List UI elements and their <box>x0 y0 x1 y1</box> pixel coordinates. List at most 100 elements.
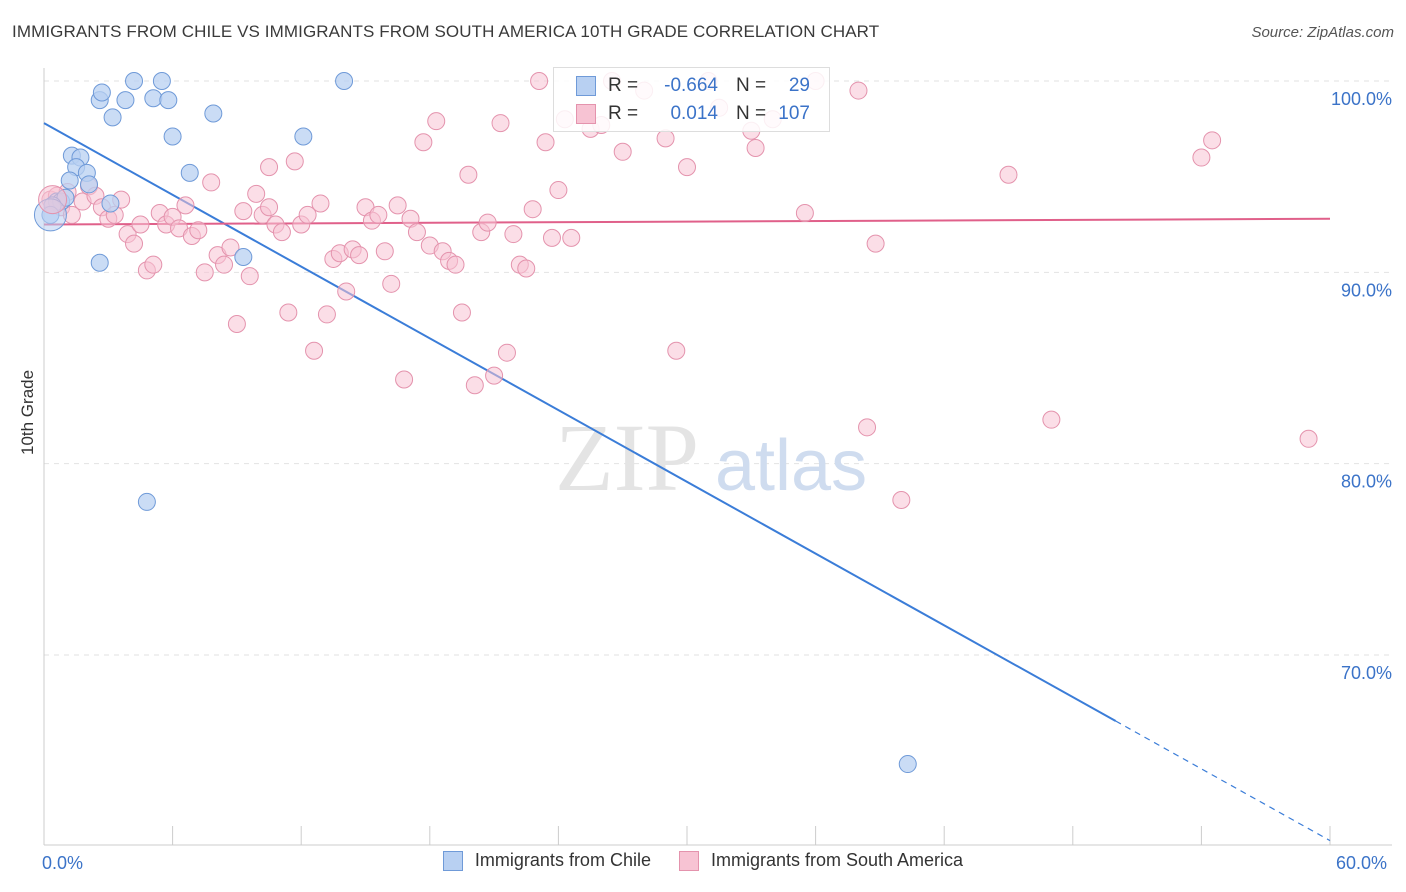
trend-line-0 <box>43 122 1117 722</box>
trend-lines <box>43 122 1331 842</box>
point-south-america <box>999 165 1018 184</box>
legend-swatch-south-america <box>576 104 596 124</box>
point-south-america <box>234 202 253 221</box>
legend-n-label: N = <box>736 103 767 124</box>
legend-r-value-south-america: 0.014 <box>670 103 718 124</box>
point-south-america <box>221 238 240 257</box>
point-south-america <box>195 263 214 282</box>
point-chile <box>294 127 313 146</box>
point-south-america <box>176 196 195 215</box>
data-points <box>33 72 1318 774</box>
point-chile <box>80 175 99 194</box>
point-chile <box>101 194 120 213</box>
point-south-america <box>892 491 911 510</box>
point-south-america <box>202 173 221 192</box>
trend-line-dashed-0 <box>1115 720 1331 842</box>
legend-row-chile: R = -0.664 N = 29 <box>576 74 810 98</box>
point-south-america <box>1192 148 1211 167</box>
point-south-america <box>542 228 561 247</box>
point-south-america <box>240 267 259 286</box>
point-south-america <box>1203 131 1222 150</box>
point-south-america <box>285 152 304 171</box>
stats-legend: R = -0.664 N = 29 R = 0.014 N = 107 <box>553 67 830 132</box>
x-axis-max-label: 60.0% <box>1336 853 1388 873</box>
point-chile <box>90 253 109 272</box>
point-chile <box>152 72 171 90</box>
x-axis-min-label: 0.0% <box>42 853 84 873</box>
point-south-america <box>504 225 523 244</box>
point-chile <box>60 171 79 190</box>
y-tick-label: 80.0% <box>1341 472 1392 492</box>
point-south-america <box>337 282 356 301</box>
point-south-america <box>866 234 885 253</box>
series-legend: Immigrants from Chile Immigrants from So… <box>0 850 1406 871</box>
point-south-america <box>388 196 407 215</box>
series-swatch-chile <box>442 850 463 871</box>
point-south-america <box>350 246 369 265</box>
legend-swatch-chile <box>576 76 596 96</box>
point-south-america <box>369 205 388 224</box>
trend-line-1 <box>43 217 1331 226</box>
point-south-america <box>446 255 465 274</box>
point-south-america <box>414 133 433 152</box>
point-chile <box>335 72 354 90</box>
point-chile <box>204 104 223 123</box>
point-south-america <box>260 158 279 177</box>
point-south-america <box>678 158 696 177</box>
point-south-america <box>858 418 877 437</box>
point-south-america <box>311 194 330 213</box>
point-chile <box>163 127 182 146</box>
series-label-chile: Immigrants from Chile <box>474 850 651 870</box>
y-tick-labels: 100.0% 90.0% 80.0% 70.0% <box>1331 89 1392 683</box>
point-south-america <box>305 341 324 360</box>
watermark-atlas: atlas <box>715 426 867 506</box>
series-label-south-america: Immigrants from South America <box>710 850 964 870</box>
point-south-america <box>465 376 484 395</box>
point-south-america <box>478 213 497 232</box>
point-south-america <box>215 255 234 274</box>
point-south-america <box>656 129 675 148</box>
chart-source: Source: ZipAtlas.com <box>1251 24 1394 41</box>
point-south-america <box>613 142 632 161</box>
point-south-america-cluster <box>38 185 68 215</box>
y-tick-label: 70.0% <box>1341 663 1392 683</box>
point-south-america <box>549 181 568 200</box>
point-chile <box>898 755 917 774</box>
point-south-america <box>227 314 246 333</box>
point-south-america <box>260 198 279 217</box>
series-legend-chile[interactable]: Immigrants from Chile <box>442 850 651 871</box>
point-chile <box>159 91 178 110</box>
point-chile <box>137 492 156 511</box>
grid-lines <box>44 80 1392 656</box>
point-south-america <box>536 133 555 152</box>
point-south-america <box>746 138 765 157</box>
point-south-america <box>667 341 686 360</box>
point-south-america <box>485 366 504 385</box>
series-swatch-south-america <box>678 850 699 871</box>
point-chile <box>125 72 144 90</box>
point-chile <box>103 108 122 127</box>
point-south-america <box>298 205 317 224</box>
point-south-america <box>452 303 471 322</box>
point-south-america <box>317 305 336 324</box>
series-legend-south-america[interactable]: Immigrants from South America <box>678 850 964 871</box>
point-south-america <box>562 228 581 247</box>
y-axis-label: 10th Grade <box>18 369 37 455</box>
legend-r-label: R = <box>608 75 639 96</box>
point-south-america <box>144 255 163 274</box>
point-south-america <box>491 114 510 133</box>
legend-n-value-south-america: 107 <box>778 103 810 124</box>
point-south-america <box>125 234 144 253</box>
point-south-america <box>517 259 536 278</box>
point-chile <box>116 91 135 110</box>
point-south-america <box>189 221 208 240</box>
point-south-america <box>279 303 298 322</box>
point-south-america <box>459 165 478 184</box>
legend-r-value-chile: -0.664 <box>664 75 718 96</box>
y-tick-label: 90.0% <box>1341 280 1392 300</box>
chart-title: IMMIGRANTS FROM CHILE VS IMMIGRANTS FROM… <box>12 22 880 41</box>
legend-n-value-chile: 29 <box>788 75 810 96</box>
point-south-america <box>497 343 516 362</box>
point-south-america <box>523 200 542 219</box>
point-south-america <box>131 215 150 234</box>
